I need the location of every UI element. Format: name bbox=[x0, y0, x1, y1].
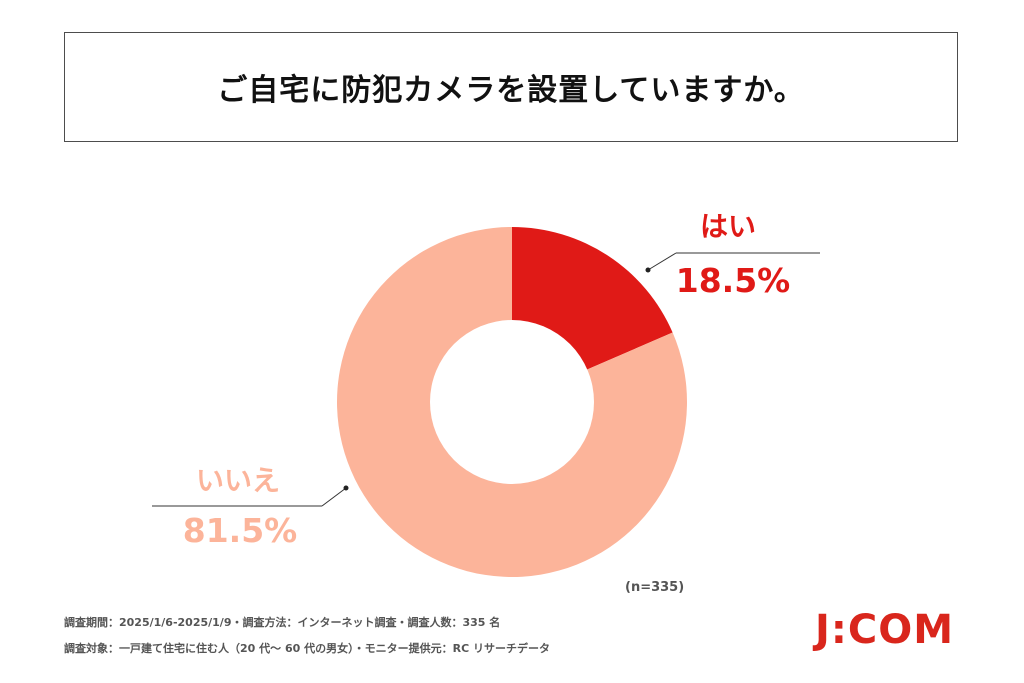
donut-hole bbox=[430, 320, 594, 484]
title-box: ご自宅に防犯カメラを設置していますか。 bbox=[64, 32, 958, 142]
yes-leader-dot bbox=[645, 267, 651, 273]
slice-label-yes: はい bbox=[700, 210, 756, 243]
yes-leader-diagonal bbox=[647, 252, 677, 271]
no-leader-dot bbox=[343, 485, 349, 491]
chart-title: ご自宅に防犯カメラを設置していますか。 bbox=[217, 73, 805, 108]
no-leader-diagonal bbox=[321, 487, 347, 507]
slice-label-no: いいえ bbox=[196, 464, 280, 497]
slice-value-yes: 18.5% bbox=[676, 261, 791, 300]
sample-size: (n=335) bbox=[625, 580, 685, 595]
slice-value-no: 81.5% bbox=[183, 511, 298, 550]
jcom-logo: J:COM bbox=[814, 607, 954, 653]
survey-footnote-2: 調査対象：一戸建て住宅に住む人（20 代～ 60 代の男女）・モニター提供元：R… bbox=[64, 642, 550, 655]
survey-footnote-1: 調査期間：2025/1/6-2025/1/9・調査方法：インターネット調査・調査… bbox=[64, 616, 501, 629]
